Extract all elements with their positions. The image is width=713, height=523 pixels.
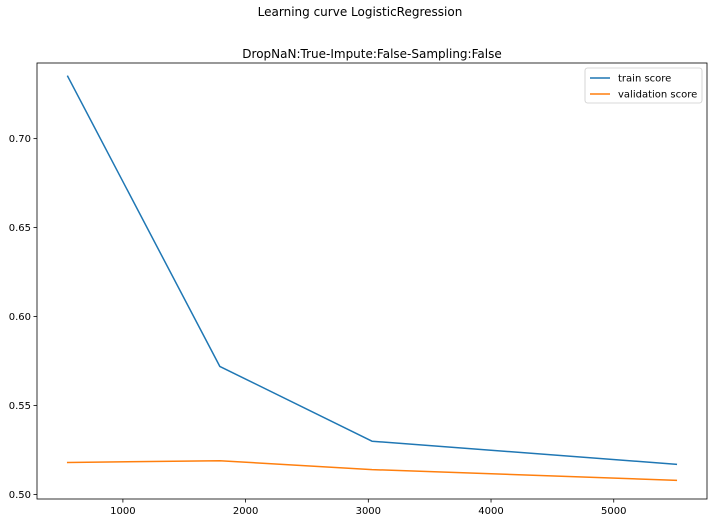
legend-label: train score	[618, 74, 671, 85]
legend-box	[584, 67, 703, 104]
series-line-0	[66, 75, 678, 466]
axis-ticks: 1000 2000 3000 4000 5000 0.50 0.55 0.60 0.65 0.70	[9, 134, 627, 517]
chart-title: DropNaN:True-Impute:False-Sampling:False	[242, 47, 502, 61]
x-tick-label: 1000	[110, 506, 135, 517]
y-tick-label: 0.60	[9, 312, 31, 323]
legend-label: validation score	[618, 90, 697, 101]
y-tick-label: 0.55	[9, 401, 31, 412]
x-tick-label: 3000	[356, 506, 381, 517]
y-tick-label: 0.70	[9, 134, 31, 145]
series-lines	[66, 75, 678, 482]
x-tick-label: 5000	[601, 506, 626, 517]
x-tick-label: 2000	[233, 506, 258, 517]
figure-suptitle: Learning curve LogisticRegression	[257, 5, 463, 19]
y-tick-label: 0.65	[9, 223, 31, 234]
plot-frame	[36, 62, 708, 500]
y-tick-label: 0.50	[9, 490, 31, 501]
series-line-1	[66, 459, 678, 482]
x-tick-label: 4000	[478, 506, 503, 517]
legend: train score validation score	[584, 67, 703, 104]
